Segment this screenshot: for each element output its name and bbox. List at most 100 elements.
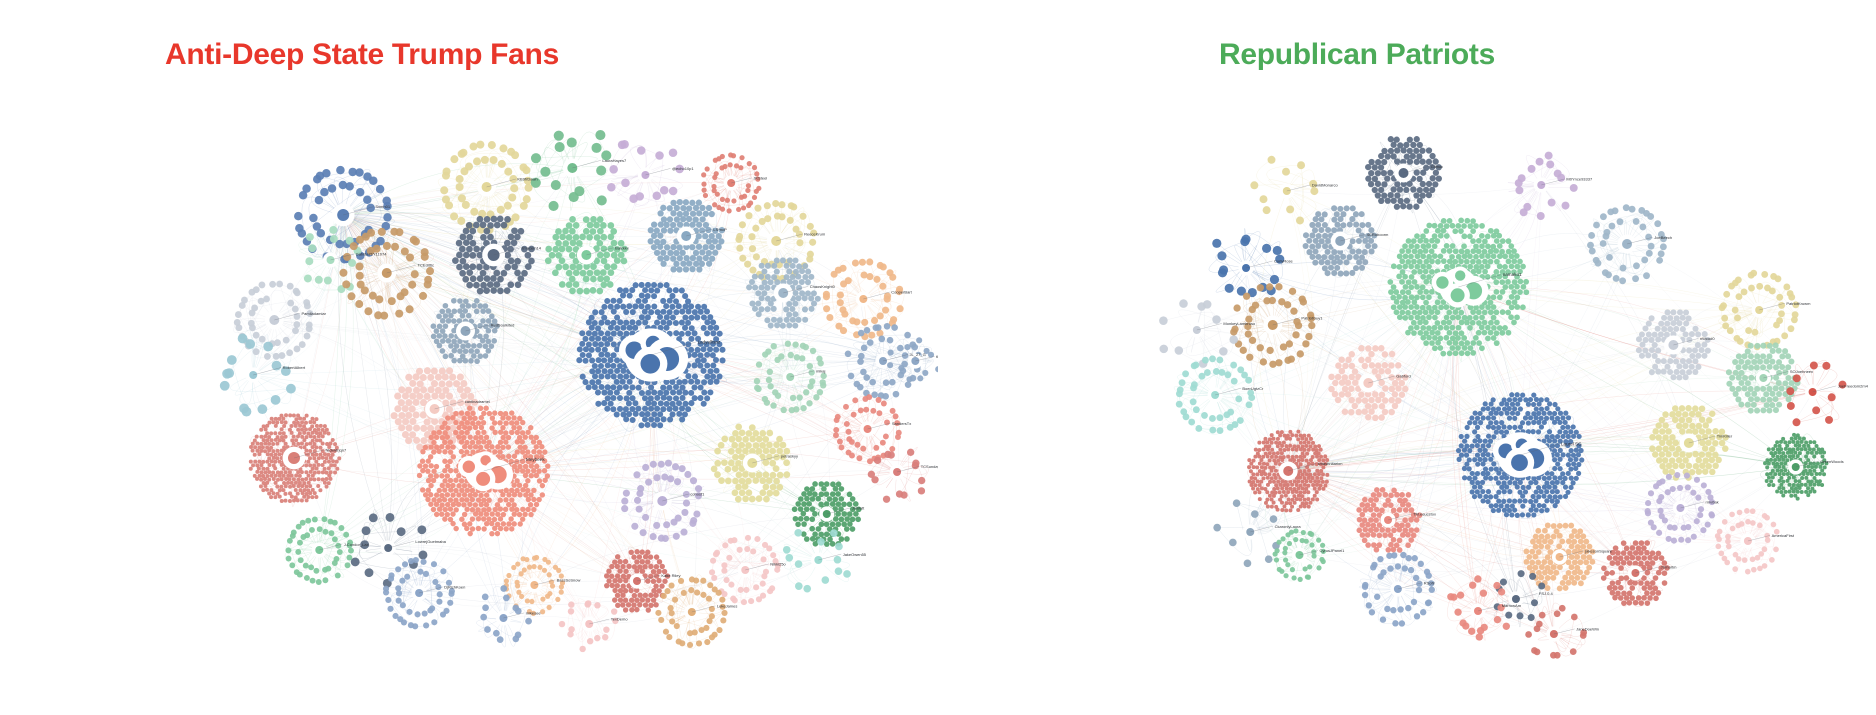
graph-node	[318, 452, 323, 457]
graph-node	[273, 431, 278, 436]
graph-node	[802, 316, 809, 323]
graph-node	[797, 516, 804, 522]
graph-node	[310, 495, 315, 500]
graph-node	[284, 477, 289, 482]
graph-node	[679, 405, 686, 412]
hub-node[interactable]	[476, 471, 491, 486]
graph-node	[1417, 268, 1423, 275]
graph-node	[1782, 380, 1789, 387]
graph-node	[1259, 358, 1268, 366]
graph-node	[515, 561, 521, 567]
graph-node	[798, 279, 805, 286]
graph-node	[1493, 420, 1499, 426]
graph-node	[292, 420, 297, 425]
graph-node	[1328, 385, 1335, 393]
graph-node	[1312, 248, 1319, 255]
graph-node	[261, 488, 266, 493]
hub-node[interactable]	[1242, 264, 1251, 272]
graph-node	[438, 392, 446, 400]
graph-node	[1410, 186, 1417, 193]
hub-node[interactable]	[1450, 288, 1465, 303]
graph-node	[469, 275, 477, 283]
graph-node	[466, 269, 474, 277]
graph-node	[1787, 489, 1792, 494]
graph-node	[445, 201, 454, 210]
hub-node[interactable]	[1511, 454, 1528, 471]
graph-node	[422, 570, 430, 577]
graph-node	[1364, 232, 1372, 239]
graph-node	[1525, 512, 1531, 518]
graph-node	[306, 480, 311, 485]
graph-node	[1331, 249, 1338, 256]
cluster-label: tmacem14	[522, 245, 541, 250]
graph-node	[1682, 374, 1689, 381]
graph-node	[447, 439, 454, 445]
graph-node	[642, 573, 648, 579]
graph-node	[525, 496, 532, 503]
graph-node	[380, 311, 389, 320]
graph-node	[1422, 319, 1429, 326]
cluster-label: JKSteel	[753, 176, 767, 181]
graph-node	[1364, 356, 1372, 364]
graph-node	[1672, 462, 1679, 470]
graph-node	[1321, 221, 1328, 229]
graph-node	[626, 389, 633, 396]
graph-node	[1766, 353, 1773, 360]
graph-node	[308, 420, 313, 425]
graph-node	[802, 263, 809, 270]
graph-node	[1388, 374, 1395, 381]
graph-node	[511, 511, 517, 517]
graph-node	[406, 608, 413, 615]
graph-node	[745, 212, 753, 220]
graph-node	[1695, 456, 1703, 464]
graph-node	[1791, 439, 1796, 444]
graph-node	[695, 335, 702, 342]
graph-node	[480, 419, 487, 426]
graph-node	[509, 497, 515, 503]
graph-node	[1670, 320, 1677, 327]
graph-node	[657, 232, 664, 239]
graph-node	[1400, 203, 1407, 210]
graph-node	[430, 506, 437, 513]
hub-node[interactable]	[1455, 270, 1466, 281]
graph-node	[528, 434, 534, 440]
hub-node[interactable]	[1267, 320, 1278, 330]
graph-node	[620, 583, 626, 589]
graph-node	[1635, 336, 1643, 343]
graph-node	[617, 140, 627, 150]
graph-node	[733, 163, 740, 169]
graph-node	[1413, 203, 1420, 210]
graph-node	[507, 233, 515, 241]
graph-node	[1485, 424, 1492, 430]
graph-node	[476, 215, 484, 223]
graph-node	[434, 386, 442, 394]
hub-node[interactable]	[1436, 276, 1449, 289]
graph-node	[447, 449, 454, 455]
graph-node	[500, 521, 507, 527]
graph-node	[1414, 253, 1421, 260]
hub-node[interactable]	[640, 354, 661, 374]
cluster-label: petraskyy	[781, 453, 798, 458]
graph-node	[490, 287, 498, 294]
graph-node	[527, 454, 534, 460]
graph-node	[668, 186, 678, 196]
graph-node	[433, 338, 440, 345]
graph-node	[1659, 243, 1667, 251]
graph-node	[1338, 367, 1346, 375]
hub-node[interactable]	[462, 460, 475, 473]
graph-node	[267, 491, 272, 496]
graph-node	[621, 178, 630, 188]
graph-node	[634, 549, 640, 555]
hub-node[interactable]	[1537, 181, 1546, 189]
graph-node	[778, 353, 785, 360]
graph-node	[895, 490, 904, 498]
graph-node	[595, 357, 602, 364]
hub-node[interactable]	[480, 455, 491, 466]
graph-node	[1202, 300, 1212, 309]
graph-node	[879, 263, 887, 271]
graph-node	[1348, 396, 1355, 404]
graph-node	[1546, 438, 1553, 444]
graph-node	[1505, 279, 1511, 285]
graph-node	[336, 165, 345, 175]
graph-node	[400, 247, 409, 256]
